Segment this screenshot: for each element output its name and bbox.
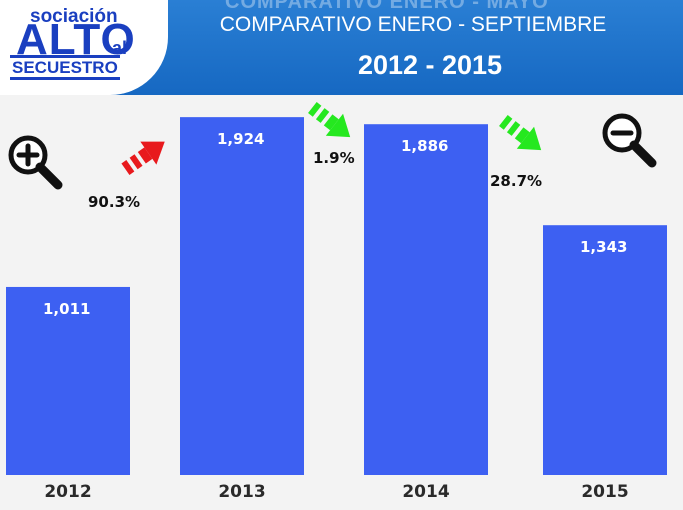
bar-chart: 1,011 2012 1,924 2013 1,886 2014 1,343 2015 90.3… xyxy=(6,102,667,502)
down-arrow-icon xyxy=(308,102,351,138)
logo: sociación ALTO al SECUESTRO xyxy=(0,0,168,95)
chart-subtitle: 2012 - 2015 xyxy=(357,50,503,80)
x-tick-2014: 2014 xyxy=(402,482,449,502)
chart-title: COMPARATIVO ENERO - SEPTIEMBRE xyxy=(219,13,607,36)
change-label-2: 1.9% xyxy=(313,149,355,167)
logo-line-4: SECUESTRO xyxy=(10,55,120,80)
down-arrow-icon xyxy=(499,115,542,151)
bar-2014 xyxy=(364,124,488,475)
header-banner: COMPARATIVO ENERO - MAYO COMPARATIVO ENE… xyxy=(0,0,683,95)
change-label-3: 28.7% xyxy=(490,172,542,190)
bar-2012 xyxy=(6,286,130,475)
value-label-2015: 1,343 xyxy=(580,238,627,256)
zoom-out-icon xyxy=(602,113,657,168)
logo-line-3: al xyxy=(112,38,128,58)
up-arrow-icon xyxy=(121,141,165,175)
bar-2013 xyxy=(180,117,304,476)
change-label-1: 90.3% xyxy=(88,193,140,211)
logo-line-1: sociación xyxy=(30,6,118,27)
x-tick-2015: 2015 xyxy=(581,482,628,502)
bar-2015 xyxy=(543,225,667,475)
value-label-2014: 1,886 xyxy=(401,137,448,155)
zoom-in-icon xyxy=(8,135,63,190)
x-tick-2013: 2013 xyxy=(218,482,265,502)
value-label-2012: 1,011 xyxy=(43,300,90,318)
x-tick-2012: 2012 xyxy=(44,482,91,502)
ghost-title: COMPARATIVO ENERO - MAYO xyxy=(225,0,549,13)
value-label-2013: 1,924 xyxy=(217,130,264,148)
